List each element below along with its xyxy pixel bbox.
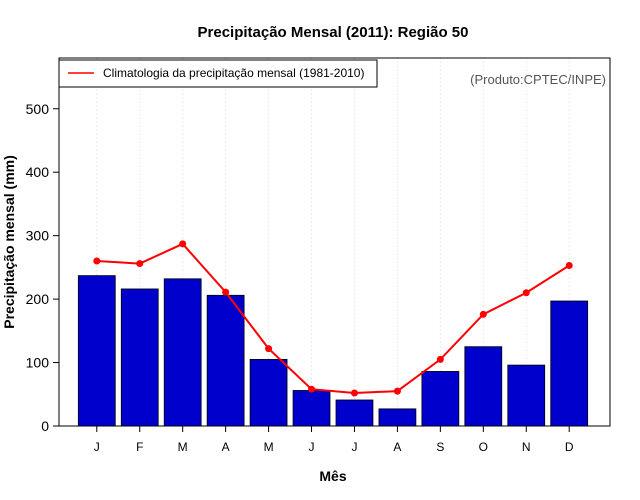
plot-frame xyxy=(58,57,611,427)
y-tick-label: 400 xyxy=(26,164,50,180)
x-tick-label: M xyxy=(264,440,274,454)
x-axis-label: Mês xyxy=(319,468,346,484)
legend-box xyxy=(58,59,378,88)
climatology-point-11 xyxy=(565,261,573,269)
climatology-point-4 xyxy=(265,345,273,353)
climatology-point-8 xyxy=(436,355,444,363)
y-tick-label: 500 xyxy=(26,101,50,117)
climatology-point-3 xyxy=(222,288,230,296)
x-tick-label: N xyxy=(522,440,531,454)
climatology-point-2 xyxy=(179,240,187,248)
climatology-point-7 xyxy=(393,387,401,395)
x-tick-label: M xyxy=(178,440,188,454)
climatology-point-9 xyxy=(479,310,487,318)
bar-4 xyxy=(249,358,288,427)
x-tick-label: J xyxy=(94,440,100,454)
climatology-line xyxy=(96,242,570,395)
y-tick-label: 200 xyxy=(26,291,50,307)
bar-3 xyxy=(206,294,245,427)
bar-1 xyxy=(120,288,159,427)
bar-6 xyxy=(335,399,374,427)
y-tick-label: 300 xyxy=(26,228,50,244)
x-tick-label: D xyxy=(565,440,574,454)
legend-label: Climatologia da precipitação mensal (198… xyxy=(103,66,364,80)
x-tick-label: S xyxy=(436,440,444,454)
climatology-point-6 xyxy=(350,389,358,397)
bar-5 xyxy=(292,390,331,427)
bar-8 xyxy=(421,371,460,427)
chart-title: Precipitação Mensal (2011): Região 50 xyxy=(198,24,469,41)
legend: Climatologia da precipitação mensal (198… xyxy=(58,59,378,88)
x-tick-label: J xyxy=(309,440,315,454)
climatology-point-1 xyxy=(136,260,144,268)
source-note: (Produto:CPTEC/INPE) xyxy=(470,72,606,87)
climatology-point-5 xyxy=(308,385,316,393)
bar-11 xyxy=(550,300,589,427)
x-tick-label: F xyxy=(136,440,143,454)
bar-0 xyxy=(77,275,116,427)
bar-2 xyxy=(163,278,202,427)
axes: 0 100 200 300 400 500 J F M A M J J A S O N D xyxy=(26,101,574,454)
y-tick-label: 0 xyxy=(41,418,49,434)
bar-7 xyxy=(378,408,417,427)
x-tick-label: A xyxy=(393,440,401,454)
x-tick-label: O xyxy=(479,440,488,454)
y-axis-label: Precipitação mensal (mm) xyxy=(1,155,17,329)
x-tick-label: J xyxy=(351,440,357,454)
y-tick-label: 100 xyxy=(26,355,50,371)
climatology-point-0 xyxy=(93,257,101,265)
bar-10 xyxy=(507,364,546,427)
climatology-point-10 xyxy=(522,289,530,297)
bar-series xyxy=(77,275,589,427)
x-tick-label: A xyxy=(222,440,230,454)
climatology-series xyxy=(93,240,573,397)
bar-9 xyxy=(464,346,503,427)
